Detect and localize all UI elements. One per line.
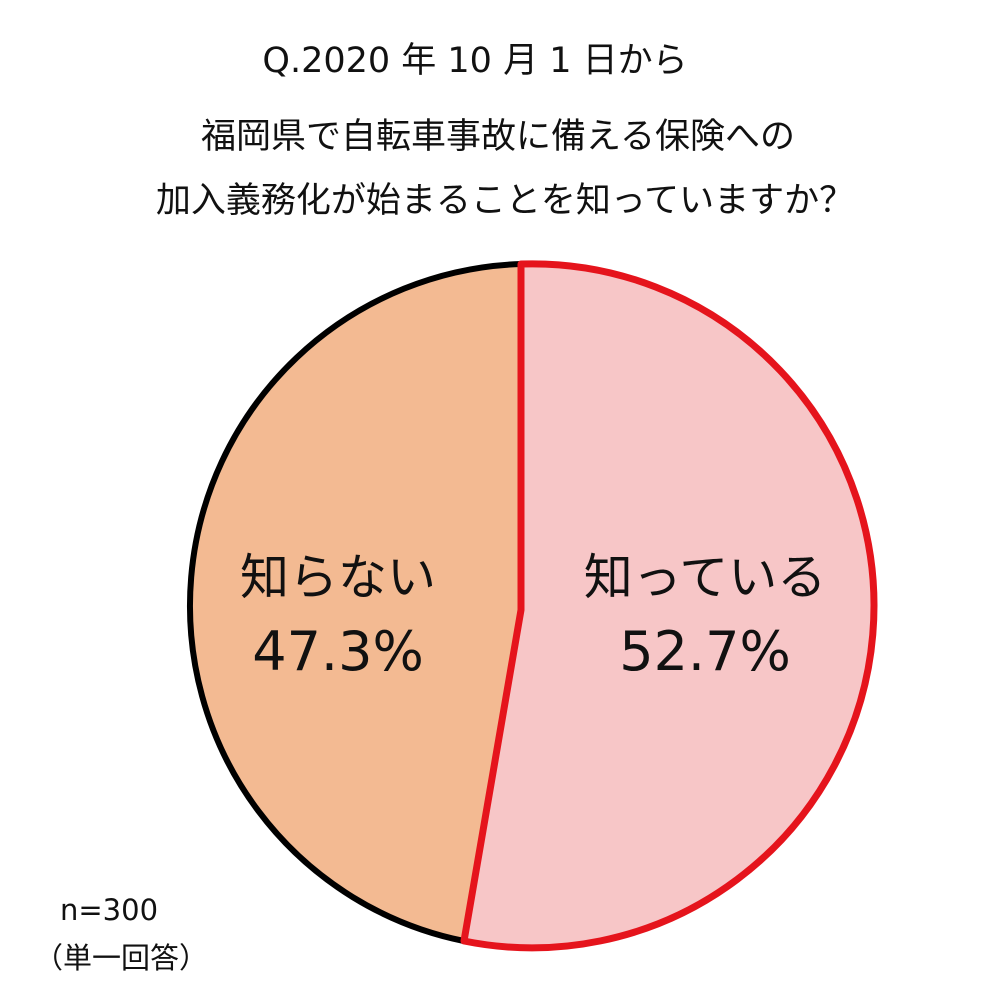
chart-title-line-3: 加入義務化が始まることを知っていますか？ [155,181,855,221]
pie-slice-know [460,260,878,952]
slice-percent-know: 52.7% [619,620,791,683]
chart-title-line-1: Q.2020 年 10 月 1 日から [262,41,688,81]
slice-percent-dont-know: 47.3% [252,620,424,683]
slice-label-know: 知っている [583,549,827,606]
answer-type-note: （単一回答） [34,941,209,975]
chart-title-line-2: 福岡県で自転車事故に備える保険への [201,117,795,157]
pie-slice-dont-know [189,264,521,941]
sample-size-note: n=300 [60,893,159,927]
slice-label-dont-know: 知らない [239,549,436,606]
pie-slice-dont-know-outline [187,261,522,944]
